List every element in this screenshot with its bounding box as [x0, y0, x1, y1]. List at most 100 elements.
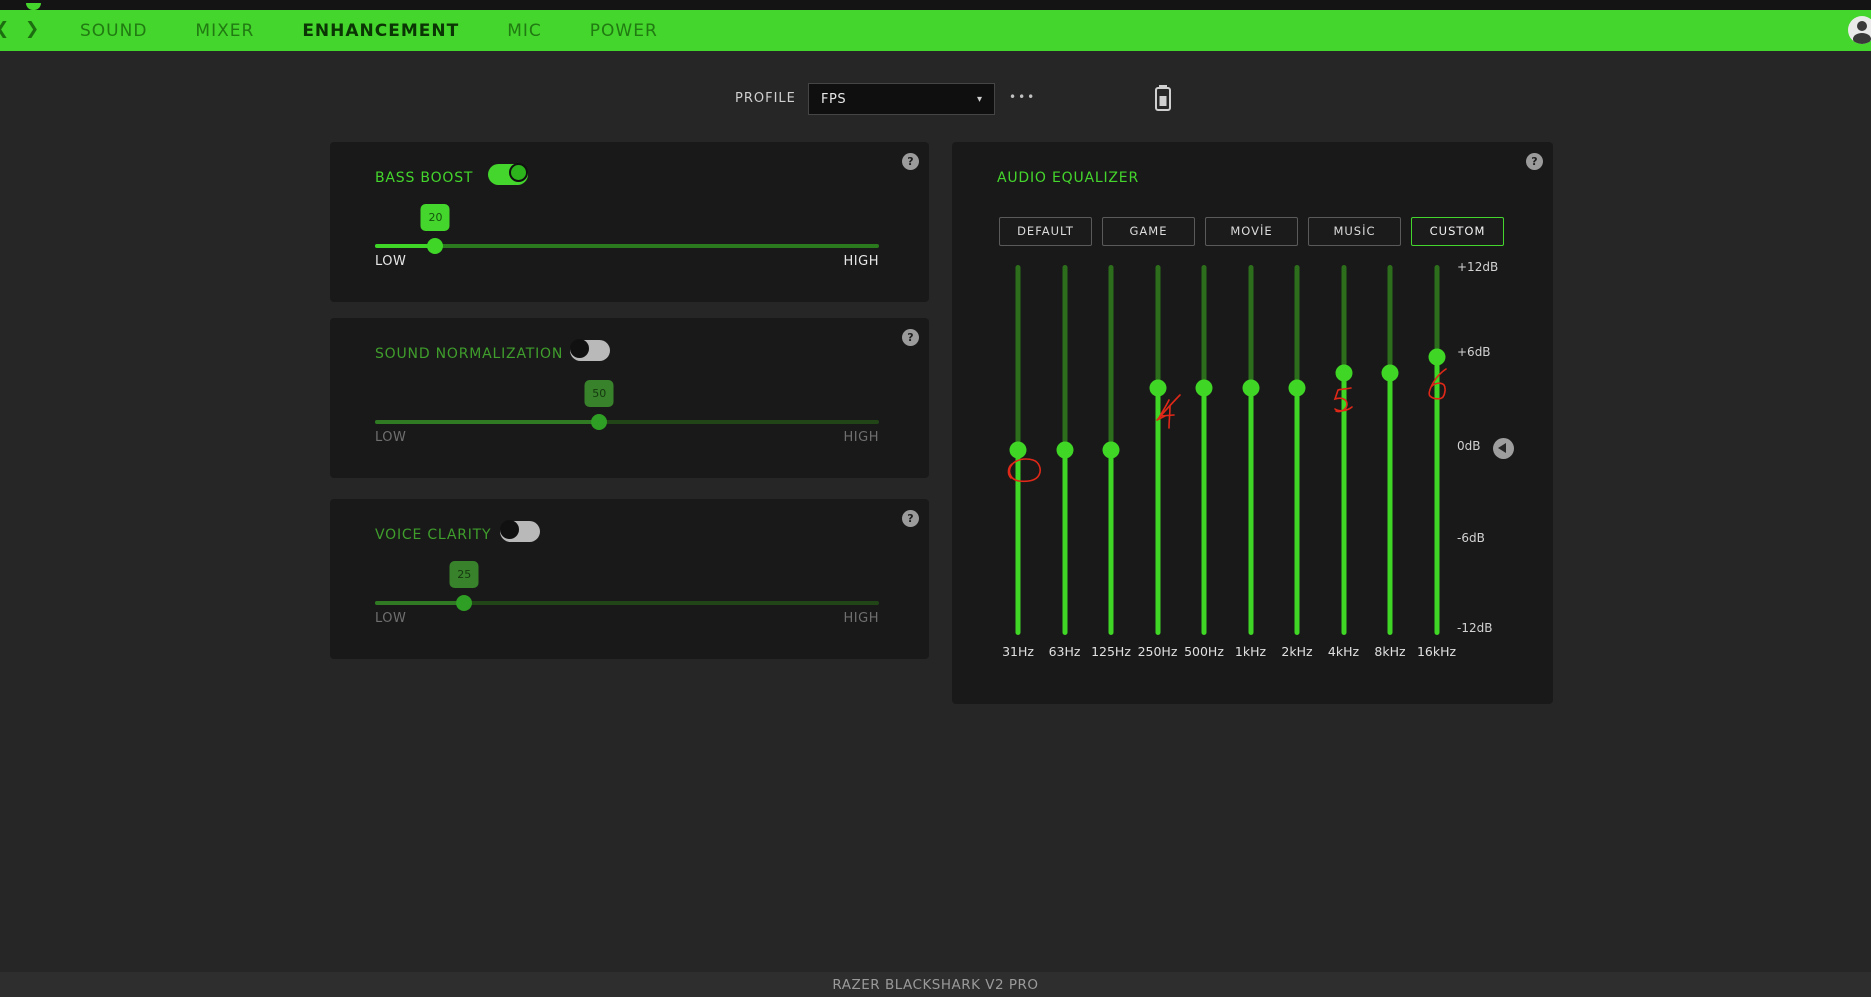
help-icon[interactable]: ? — [902, 153, 919, 170]
eq-track-upper[interactable] — [1387, 265, 1393, 373]
eq-band-16khz: 16kHz — [1407, 142, 1467, 672]
eq-freq-label: 2kHz — [1281, 644, 1313, 659]
eq-handle-31hz[interactable] — [1009, 441, 1027, 459]
eq-preset-default[interactable]: DEFAULT — [999, 217, 1092, 246]
eq-band-1khz: 1kHz — [1221, 142, 1281, 672]
nav-tab-power[interactable]: POWER — [589, 20, 658, 41]
eq-track-upper[interactable] — [1201, 265, 1207, 389]
eq-track-lower[interactable] — [1434, 357, 1439, 635]
profile-selected-value: FPS — [821, 91, 847, 107]
bass-boost-toggle[interactable] — [488, 163, 528, 185]
eq-handle-250hz[interactable] — [1149, 379, 1166, 397]
eq-handle-500hz[interactable] — [1195, 379, 1213, 397]
eq-track-lower[interactable] — [1108, 450, 1114, 635]
low-label: LOW — [375, 611, 407, 626]
eq-handle-1khz[interactable] — [1242, 379, 1259, 397]
voice-clarity-slider[interactable] — [375, 595, 879, 611]
eq-track-upper[interactable] — [1015, 265, 1021, 450]
voice-clarity-value-badge: 25 — [449, 561, 479, 588]
slider-handle[interactable] — [591, 414, 608, 430]
nav-tab-sound[interactable]: SOUND — [80, 20, 148, 41]
sound-normalization-title: SOUND NORMALIZATION — [375, 346, 564, 362]
titlebar — [0, 0, 1871, 10]
eq-track-lower[interactable] — [1062, 450, 1067, 635]
voice-clarity-panel: ? VOICE CLARITY 25 LOW HIGH — [330, 499, 929, 659]
nav-back-icon[interactable]: ❮ — [0, 19, 9, 39]
help-icon[interactable]: ? — [902, 510, 919, 527]
sound-normalization-slider[interactable] — [375, 414, 879, 430]
help-icon[interactable]: ? — [902, 329, 919, 346]
high-label: HIGH — [843, 430, 879, 445]
nav-forward-icon[interactable]: ❯ — [25, 19, 40, 39]
eq-band-63hz: 63Hz — [1035, 142, 1095, 672]
eq-track-lower[interactable] — [1015, 450, 1021, 635]
toggle-knob — [570, 339, 589, 358]
eq-scale-label--6dB: -6dB — [1457, 531, 1485, 545]
eq-handle-16khz[interactable] — [1428, 348, 1445, 366]
eq-scale-label-0dB: 0dB — [1457, 439, 1481, 453]
eq-handle-4khz[interactable] — [1335, 364, 1352, 382]
eq-band-500hz: 500Hz — [1174, 142, 1234, 672]
eq-preset-game[interactable]: GAME — [1102, 217, 1195, 246]
high-label: HIGH — [843, 611, 879, 626]
audio-equalizer-title: AUDIO EQUALIZER — [997, 170, 1139, 186]
sound-normalization-toggle[interactable] — [570, 339, 610, 361]
eq-handle-2khz[interactable] — [1288, 379, 1306, 397]
eq-handle-8khz[interactable] — [1381, 364, 1399, 382]
eq-handle-125hz[interactable] — [1102, 441, 1120, 459]
bass-boost-slider[interactable] — [375, 238, 879, 254]
eq-track-upper[interactable] — [1155, 265, 1160, 389]
eq-track-upper[interactable] — [1248, 265, 1253, 389]
battery-icon — [1152, 84, 1174, 116]
eq-freq-label: 250Hz — [1137, 644, 1178, 659]
eq-track-upper[interactable] — [1108, 265, 1114, 450]
nav-tab-enhancement[interactable]: ENHANCEMENT — [302, 20, 460, 41]
slider-handle[interactable] — [427, 238, 444, 254]
voice-clarity-title: VOICE CLARITY — [375, 527, 492, 543]
eq-track-lower[interactable] — [1155, 388, 1160, 635]
help-icon[interactable]: ? — [1526, 153, 1543, 170]
nav-tab-mic[interactable]: MIC — [507, 20, 542, 41]
eq-band-4khz: 4kHz — [1314, 142, 1374, 672]
eq-freq-label: 8kHz — [1374, 644, 1406, 659]
eq-band-250hz: 250Hz — [1128, 142, 1188, 672]
razer-logo-icon — [26, 3, 41, 10]
eq-band-125hz: 125Hz — [1081, 142, 1141, 672]
eq-track-lower[interactable] — [1341, 372, 1346, 635]
profile-more-button[interactable]: ••• — [1009, 90, 1037, 104]
eq-track-upper[interactable] — [1341, 265, 1346, 373]
slider-handle[interactable] — [456, 595, 473, 611]
eq-track-upper[interactable] — [1434, 265, 1439, 358]
eq-band-8khz: 8kHz — [1360, 142, 1420, 672]
collapse-scale-button[interactable] — [1493, 438, 1514, 459]
voice-clarity-toggle[interactable] — [500, 520, 540, 542]
audio-equalizer-panel: ? AUDIO EQUALIZER DEFAULT GAME MOVİE MUSİC C… — [952, 142, 1553, 704]
eq-track-lower[interactable] — [1201, 388, 1207, 635]
eq-preset-custom[interactable]: CUSTOM — [1411, 217, 1504, 246]
avatar-body-icon — [1853, 33, 1871, 44]
slider-fill — [375, 244, 436, 248]
toggle-knob — [509, 163, 528, 182]
eq-track-lower[interactable] — [1387, 372, 1393, 635]
slider-track — [375, 601, 879, 605]
eq-handle-63hz[interactable] — [1056, 441, 1073, 459]
eq-freq-label: 4kHz — [1327, 644, 1360, 659]
bass-boost-title: BASS BOOST — [375, 170, 474, 186]
device-footer: RAZER BLACKSHARK V2 PRO — [0, 972, 1871, 997]
slider-track — [375, 244, 879, 248]
eq-track-upper[interactable] — [1294, 265, 1300, 389]
eq-track-lower[interactable] — [1248, 388, 1253, 635]
nav-bar: ❮ ❯ SOUND MIXER ENHANCEMENT MIC POWER — [0, 10, 1871, 51]
user-avatar[interactable] — [1848, 16, 1871, 44]
eq-preset-movi̇e[interactable]: MOVİE — [1205, 217, 1298, 246]
profile-dropdown[interactable]: FPS ▾ — [808, 83, 995, 115]
nav-tab-mixer[interactable]: MIXER — [195, 20, 255, 41]
eq-track-lower[interactable] — [1294, 388, 1300, 635]
eq-scale-label-+6dB: +6dB — [1457, 345, 1491, 359]
eq-track-upper[interactable] — [1062, 265, 1067, 450]
eq-freq-label: 63Hz — [1048, 644, 1081, 659]
eq-preset-musi̇c[interactable]: MUSİC — [1308, 217, 1401, 246]
eq-freq-label: 31Hz — [1002, 644, 1034, 659]
device-name: RAZER BLACKSHARK V2 PRO — [832, 977, 1039, 993]
